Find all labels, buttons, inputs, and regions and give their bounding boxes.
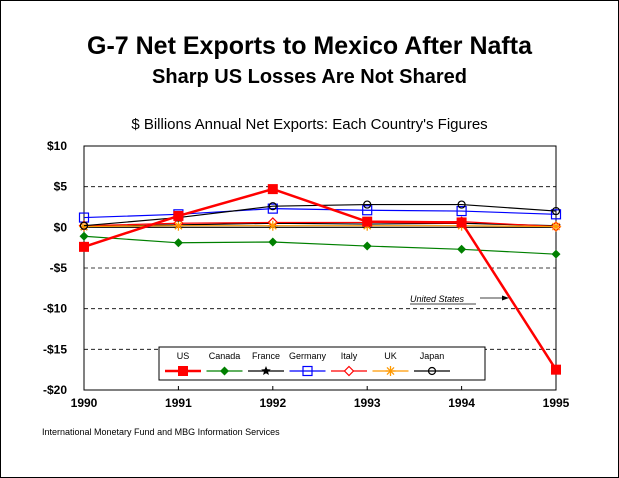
- x-tick-label: 1991: [165, 396, 192, 410]
- y-tick-label: -$5: [50, 261, 68, 275]
- data-point-us: [79, 241, 89, 252]
- data-point-japan: [363, 200, 372, 209]
- x-tick-label: 1995: [543, 396, 570, 410]
- data-point-japan: [551, 206, 561, 216]
- y-tick-label: $0: [54, 220, 68, 234]
- legend-label-france: France: [252, 351, 280, 361]
- series-line-france: [83, 222, 557, 228]
- data-point-canada: [457, 244, 467, 254]
- legend-marker-italy: [343, 365, 355, 377]
- series-line-us: [83, 187, 558, 371]
- series-line-canada: [83, 235, 557, 255]
- y-axis-label: $ Billions Annual Net Exports: Each Coun…: [131, 116, 488, 133]
- legend-label-japan: Japan: [420, 351, 445, 361]
- data-point-japan: [79, 221, 89, 230]
- y-tick-label: -$20: [43, 383, 67, 397]
- series-line-germany: [83, 208, 557, 219]
- chart-subtitle: Sharp US Losses Are Not Shared: [152, 66, 467, 88]
- legend-label-italy: Italy: [341, 351, 358, 361]
- data-point-uk: [267, 220, 278, 231]
- legend-label-uk: UK: [384, 351, 397, 361]
- data-point-us: [173, 210, 184, 221]
- data-point-canada: [362, 241, 372, 251]
- x-tick-label: 1993: [354, 396, 381, 410]
- series-line-italy: [83, 221, 557, 228]
- legend: US Canada France Germany Italy UK Japan: [158, 346, 486, 381]
- x-tick-label: 1994: [448, 396, 475, 410]
- source-note: International Monetary Fund and MBG Info…: [42, 427, 280, 437]
- x-tick-label: 1990: [71, 396, 98, 410]
- data-point-uk: [551, 221, 561, 232]
- data-point-us: [456, 217, 467, 228]
- y-tick-label: -$10: [43, 302, 67, 316]
- legend-marker-canada: [220, 366, 229, 376]
- x-tick-label: 1992: [259, 396, 286, 410]
- legend-marker-france: [261, 366, 271, 375]
- legend-label-us: US: [177, 351, 190, 361]
- y-tick-label: $10: [47, 139, 67, 153]
- y-tick-label: -$15: [43, 342, 67, 356]
- data-point-germany: [362, 205, 373, 216]
- data-point-canada: [79, 231, 89, 241]
- series-canada: [79, 231, 561, 259]
- legend-marker-us: [178, 366, 188, 376]
- data-point-us: [267, 184, 278, 195]
- data-point-canada: [551, 249, 561, 259]
- data-point-us: [362, 216, 373, 227]
- legend-label-germany: Germany: [289, 351, 327, 361]
- legend-marker-japan: [427, 366, 437, 376]
- chart-title: G-7 Net Exports to Mexico After Nafta: [87, 32, 532, 60]
- series-us: [79, 184, 561, 375]
- legend-marker-uk: [385, 366, 396, 376]
- data-point-japan: [268, 202, 277, 211]
- data-point-germany: [267, 203, 278, 214]
- annotation-label: United States: [410, 294, 465, 304]
- data-point-japan: [457, 200, 466, 209]
- data-point-canada: [268, 237, 278, 247]
- data-point-germany: [456, 205, 467, 217]
- data-point-canada: [173, 238, 183, 248]
- data-point-uk: [173, 220, 184, 231]
- y-tick-label: $5: [54, 180, 68, 194]
- annotation-arrowhead: [502, 295, 509, 301]
- series-line-uk: [83, 225, 557, 228]
- legend-marker-germany: [302, 365, 313, 377]
- data-point-us: [551, 364, 561, 375]
- data-point-germany: [550, 209, 562, 220]
- legend-label-canada: Canada: [209, 351, 241, 361]
